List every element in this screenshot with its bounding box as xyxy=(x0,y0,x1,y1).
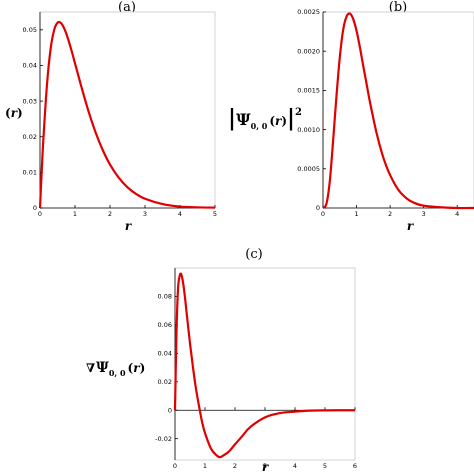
panel-c-y-tick-label: 0.04 xyxy=(158,350,172,358)
panel-a-x-tick-label: 0 xyxy=(38,210,42,218)
panel-c-series-line xyxy=(173,272,356,459)
panel-b-y-tick-label: 0.0025 xyxy=(297,8,320,16)
panel-a-x-tick-label: 3 xyxy=(143,210,147,218)
panel-b-y-tick-label: 0.0015 xyxy=(297,87,320,95)
panel-a-x-tick-label: 1 xyxy=(73,210,77,218)
panel-a-frame xyxy=(39,11,216,209)
panel-a-ylabel: (r) xyxy=(5,106,23,120)
panel-b-series-line xyxy=(322,12,474,210)
panel-a-y-tick-label: 0.04 xyxy=(23,62,37,70)
panel-b-x-tick-label: 0 xyxy=(321,210,325,218)
panel-c-y-tick-label: 0.06 xyxy=(158,321,172,329)
panel-c-ylabel-psi: Ψ xyxy=(96,360,109,376)
panel-a-x-tick-label: 5 xyxy=(213,210,217,218)
panel-a-x-tick-label: 2 xyxy=(108,210,112,218)
panel-b: (b) 0 1 2 3 4 0 0.0005 0.0010 0.0015 0.0020 0.0025… xyxy=(228,0,474,233)
panel-b-ylabel-bar-open: | xyxy=(228,105,236,131)
panel-b-x-tick-label: 1 xyxy=(354,210,358,218)
panel-b-frame xyxy=(322,11,474,209)
panel-b-ylabel-bar-close: | xyxy=(287,105,295,131)
panel-c-ylabel-open: ( xyxy=(128,361,134,375)
panel-c-x-tick-label: 6 xyxy=(353,462,357,470)
panel-b-y-tick-label: 0 xyxy=(316,204,320,212)
panel-c-frame xyxy=(174,267,356,461)
panel-c-ylabel-sub: 0, 0 xyxy=(109,368,126,378)
panel-a-y-tick-label: 0.05 xyxy=(23,26,37,34)
panel-b-xlabel: r xyxy=(407,219,415,233)
panel-c-x-tick-label: 0 xyxy=(173,462,177,470)
panel-c: (c) 0 1 2 3 4 5 6 -0.02 0 0.02 0.04 0.06 0.08 r ∇Ψ0,… xyxy=(86,247,357,474)
panel-a-title: (a) xyxy=(118,0,136,15)
panel-a-xlabel: r xyxy=(125,219,133,233)
panel-c-ylabel-close: ) xyxy=(140,361,146,375)
panel-c-y-tick-label: 0.08 xyxy=(158,293,172,301)
panel-b-title: (b) xyxy=(389,0,407,15)
panel-b-x-tick-label: 4 xyxy=(455,210,459,218)
panel-c-y-tick-label: 0.02 xyxy=(158,378,172,386)
panel-b-y-tick-label: 0.0010 xyxy=(297,126,320,134)
panel-a-y-tick-label: 0 xyxy=(33,204,37,212)
panel-c-y-tick-label: -0.02 xyxy=(155,435,172,443)
panel-a-plot: 0 1 2 3 4 5 0 0.01 0.02 0.03 0.04 0.05 xyxy=(23,12,217,218)
panel-b-ylabel-open: ( xyxy=(269,114,275,128)
panel-a-ylabel-close: ) xyxy=(17,106,23,120)
panel-b-ylabel-psi: Ψ xyxy=(236,110,251,129)
panel-c-x-tick-label: 2 xyxy=(233,462,237,470)
panel-c-x-tick-label: 4 xyxy=(293,462,297,470)
panel-c-ylabel-nabla: ∇ xyxy=(86,361,95,375)
panel-b-ylabel-exp: 2 xyxy=(295,107,302,118)
panel-a-ylabel-var: r xyxy=(11,106,19,120)
panel-b-x-tick-label: 3 xyxy=(422,210,426,218)
panel-b-ylabel-var: r xyxy=(275,114,283,128)
panel-a: (a) 0 1 2 3 4 500.010.020.030.040.05 r (r) xyxy=(5,0,217,233)
panel-b-ylabel: |Ψ0, 0 (r)|2 xyxy=(228,105,302,131)
panel-a-ylabel-open: ( xyxy=(5,106,11,120)
panel-c-x-tick-label: 5 xyxy=(323,462,327,470)
panel-a-y-tick-label: 0.02 xyxy=(23,133,37,141)
panel-a-x-tick-label: 4 xyxy=(178,210,182,218)
panel-b-y-tick-label: 0.0020 xyxy=(297,47,320,55)
panel-a-y-tick-label: 0.01 xyxy=(23,169,37,177)
panel-c-xlabel: r xyxy=(262,460,270,474)
panel-c-ylabel: ∇Ψ0, 0 (r) xyxy=(86,360,145,378)
panel-c-x-tick-label: 3 xyxy=(263,462,267,470)
panel-c-plot: 0 1 2 3 4 5 6 -0.02 0 0.02 0.04 0.06 0.08 xyxy=(155,268,357,470)
panel-c-title: (c) xyxy=(245,247,262,262)
panel-b-x-tick-label: 2 xyxy=(388,210,392,218)
panel-b-y-tick-label: 0.0005 xyxy=(297,165,320,173)
panel-b-ylabel-sub: 0, 0 xyxy=(251,121,268,131)
panel-c-x-tick-label: 1 xyxy=(203,462,207,470)
panel-c-y-tick-label: 0 xyxy=(168,406,172,414)
panel-b-plot: 0 1 2 3 4 0 0.0005 0.0010 0.0015 0.0020 0.0025 xyxy=(297,8,474,218)
panel-c-ylabel-var: r xyxy=(133,361,141,375)
panel-b-ylabel-close: ) xyxy=(281,114,287,128)
panel-a-series-line xyxy=(38,20,216,209)
panel-a-y-tick-label: 0.03 xyxy=(23,97,37,105)
